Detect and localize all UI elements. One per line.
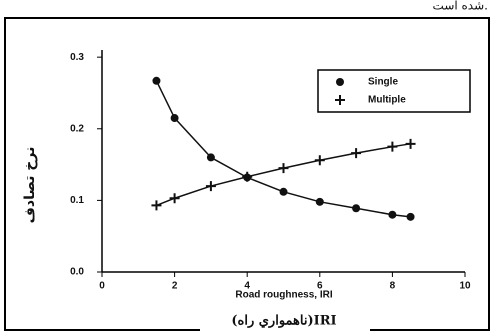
series-line [156, 143, 411, 207]
legend-label: Multiple [368, 95, 406, 106]
marker [152, 76, 161, 85]
legend-label: Single [368, 77, 398, 88]
x-tick-label: 2 [172, 281, 178, 292]
marker [242, 171, 253, 182]
marker [278, 163, 289, 174]
marker [314, 155, 325, 166]
x-tick-label: 0 [99, 281, 105, 292]
marker [388, 210, 397, 219]
y-label: نرخ تصادف [22, 147, 38, 224]
x-tick-label: 6 [317, 281, 323, 292]
marker [206, 153, 215, 162]
marker [387, 141, 398, 152]
y-tick-label: 0.2 [70, 123, 84, 134]
x-label-local: (ناهمواري راه)IRI [231, 314, 336, 329]
x-tick-label: 8 [390, 281, 396, 292]
y-tick-label: 0.3 [70, 52, 84, 63]
marker [205, 181, 216, 192]
marker [405, 138, 416, 149]
y-tick-label: 0.0 [70, 267, 84, 278]
y-tick-label: 0.1 [70, 195, 84, 206]
marker [315, 197, 324, 206]
marker [335, 95, 345, 105]
marker [170, 114, 179, 123]
header-text: شده است. [433, 0, 488, 13]
marker [169, 193, 180, 204]
label-backdrop [200, 301, 370, 331]
marker [351, 148, 362, 159]
marker [352, 204, 361, 213]
x-tick-label: 10 [459, 281, 471, 292]
x-tick-label: 4 [244, 281, 250, 292]
x-label: Road roughness, IRI [235, 290, 332, 301]
marker [151, 200, 162, 211]
legend-box [317, 69, 471, 113]
marker [279, 187, 288, 196]
marker [336, 78, 344, 86]
marker [406, 212, 415, 221]
